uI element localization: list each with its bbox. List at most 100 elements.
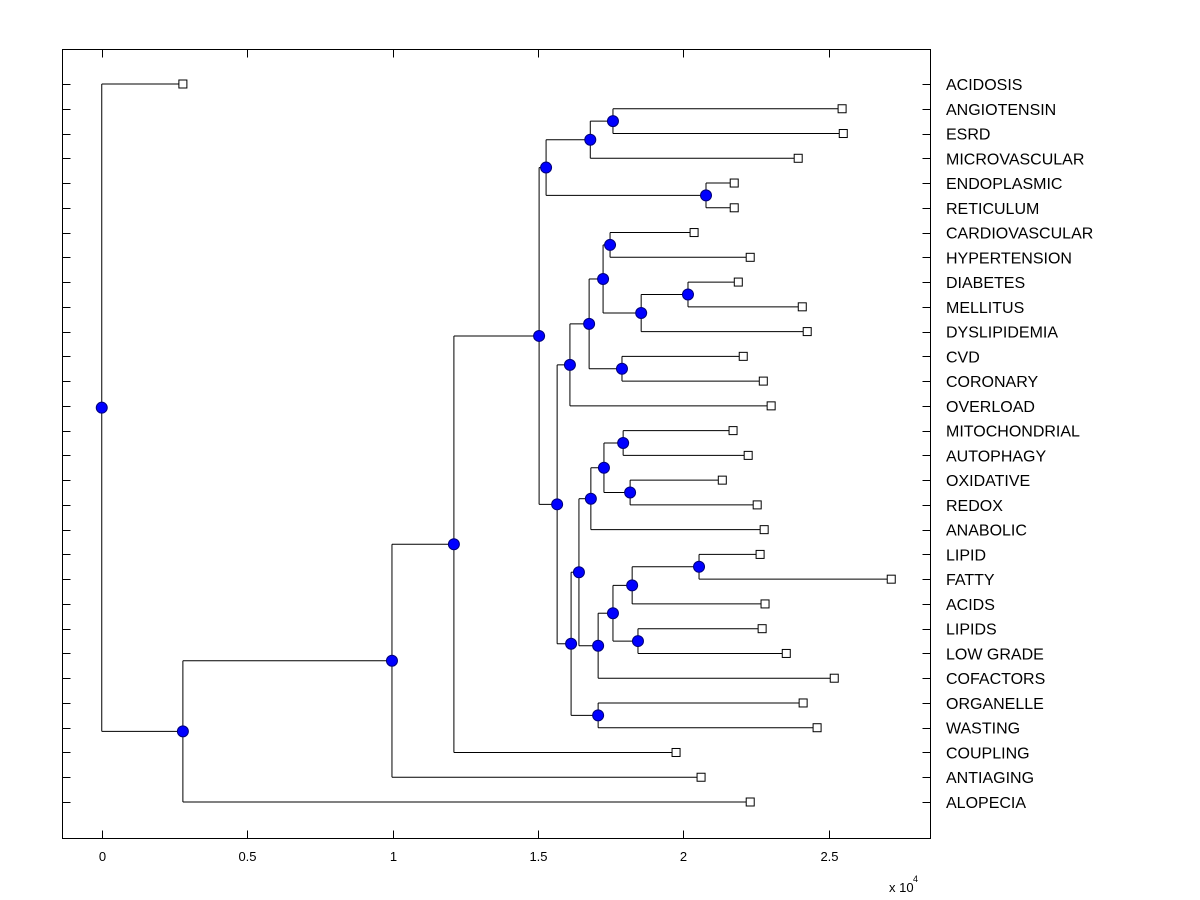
- leaf-marker: [728, 426, 738, 436]
- leaf-marker: [729, 203, 739, 213]
- node-marker-n9: [551, 498, 564, 511]
- leaf-label: COFACTORS: [946, 671, 1045, 688]
- leaf-marker: [797, 302, 807, 312]
- node-marker-n14: [635, 307, 648, 320]
- leaf-label: CARDIOVASCULAR: [946, 226, 1093, 243]
- leaf-marker: [781, 648, 791, 658]
- leaf-label: CORONARY: [946, 374, 1038, 391]
- node-marker-n25: [626, 579, 639, 592]
- leaf-label: DYSLIPIDEMIA: [946, 325, 1058, 342]
- leaf-label: MITOCHONDRIAL: [946, 424, 1080, 441]
- leaf-label: ANGIOTENSIN: [946, 102, 1056, 119]
- node-marker-n5: [540, 161, 553, 174]
- leaf-marker: [798, 698, 808, 708]
- leaf-label: ALOPECIA: [946, 795, 1026, 812]
- leaf-marker: [829, 673, 839, 683]
- leaf-label: MICROVASCULAR: [946, 151, 1084, 168]
- x-axis-ticks: 0 0.5 1 1.5 2 2.5: [99, 49, 839, 864]
- dendrogram-branches: [101, 83, 892, 803]
- leaf-label: OXIDATIVE: [946, 473, 1030, 490]
- node-marker-n8: [700, 189, 713, 202]
- node-marker-n12: [597, 272, 610, 285]
- leaf-label: ENDOPLASMIC: [946, 176, 1062, 193]
- node-marker-n18: [572, 566, 585, 579]
- leaf-marker: [802, 327, 812, 337]
- node-marker-n19: [584, 492, 597, 505]
- node-marker-n26: [693, 560, 706, 573]
- node-marker-n2: [385, 654, 398, 667]
- x-tick-label: 2: [680, 849, 687, 864]
- node-marker-n13: [604, 238, 617, 251]
- node-marker-n22: [624, 486, 637, 499]
- x-tick-label: 2.5: [820, 849, 838, 864]
- x-tick-label: 1.5: [529, 849, 547, 864]
- leaf-marker: [759, 525, 769, 535]
- leaf-marker: [729, 178, 739, 188]
- leaf-labels: ACIDOSIS ANGIOTENSIN ESRD MICROVASCULAR ENDO…: [946, 77, 1093, 812]
- node-marker-n3: [447, 538, 460, 551]
- leaf-marker: [671, 747, 681, 757]
- leaf-marker: [738, 351, 748, 361]
- leaf-marker: [689, 228, 699, 238]
- leaf-label: ORGANELLE: [946, 696, 1044, 713]
- leaf-label: MELLITUS: [946, 300, 1024, 317]
- node-marker-n4: [533, 329, 546, 342]
- node-marker-n24: [606, 607, 619, 620]
- leaf-label: CVD: [946, 349, 980, 366]
- leaf-label: RETICULUM: [946, 201, 1039, 218]
- leaf-label: ANTIAGING: [946, 770, 1034, 787]
- node-marker-n10: [563, 358, 576, 371]
- leaf-label: ACIDS: [946, 597, 995, 614]
- x-tick-label: 1: [390, 849, 397, 864]
- x-tick-label: 0.5: [238, 849, 256, 864]
- leaf-marker: [717, 475, 727, 485]
- leaf-marker: [743, 450, 753, 460]
- leaf-marker: [757, 624, 767, 634]
- leaf-marker: [745, 252, 755, 262]
- leaf-label: ESRD: [946, 127, 990, 144]
- leaf-label: LOW GRADE: [946, 646, 1044, 663]
- plot-frame: [62, 49, 931, 839]
- leaf-marker: [766, 401, 776, 411]
- node-marker-n21: [617, 437, 630, 449]
- leaf-label: REDOX: [946, 498, 1003, 515]
- leaf-label: AUTOPHAGY: [946, 448, 1047, 465]
- node-marker-n23: [592, 639, 605, 652]
- leaf-marker: [745, 797, 755, 807]
- node-marker-n16: [615, 362, 628, 375]
- node-marker-n1: [176, 725, 189, 738]
- x-multiplier-exponent: 4: [913, 874, 918, 884]
- leaf-label: ACIDOSIS: [946, 77, 1022, 94]
- leaf-label: LIPIDS: [946, 622, 997, 639]
- leaf-label: HYPERTENSION: [946, 250, 1072, 267]
- leaf-label: LIPID: [946, 547, 986, 564]
- leaf-label: WASTING: [946, 721, 1020, 738]
- leaf-label: COUPLING: [946, 745, 1030, 762]
- leaf-markers: [178, 79, 896, 807]
- y-axis-ticks: [62, 84, 931, 803]
- leaf-marker: [793, 153, 803, 163]
- leaf-label: OVERLOAD: [946, 399, 1035, 416]
- x-tick-label: 0: [99, 849, 106, 864]
- leaf-marker: [812, 723, 822, 733]
- leaf-marker: [838, 129, 848, 139]
- leaf-marker: [758, 376, 768, 386]
- node-marker-n17: [565, 637, 578, 650]
- leaf-label: FATTY: [946, 572, 995, 589]
- node-marker-n20: [597, 461, 610, 474]
- leaf-marker: [733, 277, 743, 287]
- node-marker-n28: [592, 709, 605, 722]
- leaf-marker: [696, 772, 706, 782]
- leaf-label: DIABETES: [946, 275, 1025, 292]
- leaf-marker: [752, 500, 762, 510]
- node-marker-n27: [631, 635, 644, 648]
- node-marker-n7: [606, 115, 619, 128]
- node-marker-n11: [583, 317, 596, 330]
- leaf-marker: [755, 549, 765, 559]
- node-markers: [95, 115, 713, 738]
- x-multiplier-label: x 10: [889, 880, 914, 895]
- leaf-marker: [178, 79, 188, 89]
- node-marker-root: [95, 401, 108, 414]
- leaf-label: ANABOLIC: [946, 523, 1027, 540]
